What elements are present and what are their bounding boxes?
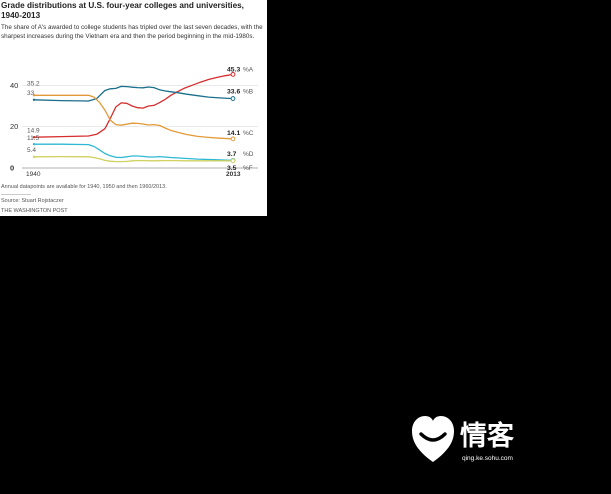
chart-title: Grade distributions at U.S. four-year co… [1, 1, 244, 20]
series-line-f [33, 155, 234, 163]
start-label-d: 11.5 [27, 135, 40, 142]
y-tick-label-40: 40 [10, 81, 18, 90]
start-point-d [32, 143, 36, 146]
series-name-c: %C [243, 130, 254, 137]
series-line-c [33, 94, 234, 140]
watermark-chars: 情客 [460, 420, 515, 452]
qingke-logo: 情客 qing.ke.sohu.com [412, 416, 515, 462]
x-tick-label-start: 1940 [26, 171, 41, 178]
chart-card: Grade distributions at U.S. four-year co… [0, 0, 267, 216]
end-value-label-c: 14.1 [227, 130, 240, 137]
end-point-a [230, 71, 236, 77]
series-name-f: %F [243, 165, 253, 172]
end-value-label-f: 3.5 [227, 165, 237, 172]
series-name-b: %B [243, 89, 253, 96]
end-point-c [230, 136, 236, 142]
series-line-a [33, 73, 234, 138]
chart-subtitle: The share of A's awarded to college stud… [1, 24, 263, 40]
source-line: Source: Stuart Rojstaczer [1, 198, 64, 204]
y-tick-label-20: 20 [10, 122, 18, 131]
line-chart: 0 20 40 1940 2013 14.9 33 35.2 11.5 5.4 45.3 %A 33.6… [10, 66, 258, 178]
start-label-f: 5.4 [27, 147, 36, 154]
end-value-label-d: 3.7 [227, 151, 237, 158]
end-point-f [230, 158, 236, 164]
series-name-a: %A [243, 66, 254, 73]
start-label-a: 14.9 [27, 128, 40, 135]
series-line-d [33, 143, 234, 162]
series-name-d: %D [243, 151, 254, 158]
y-tick-label-0: 0 [10, 164, 14, 173]
watermark-url: qing.ke.sohu.com [462, 455, 513, 462]
data-note: Annual datapoints are available for 1940… [1, 184, 167, 190]
start-label-c: 35.2 [27, 80, 40, 87]
end-value-label-b: 33.6 [227, 89, 240, 96]
start-label-b: 33 [27, 90, 35, 97]
start-point-a [32, 136, 36, 139]
end-point-b [230, 96, 236, 101]
publisher-line: THE WASHINGTON POST [1, 208, 68, 214]
start-point-c [32, 94, 36, 97]
series-line-b [33, 85, 234, 102]
start-point-f [32, 155, 36, 159]
end-value-label-a: 45.3 [227, 66, 240, 73]
x-tick-label-end: 2013 [226, 171, 241, 178]
start-point-b [32, 98, 36, 101]
divider [1, 194, 31, 195]
